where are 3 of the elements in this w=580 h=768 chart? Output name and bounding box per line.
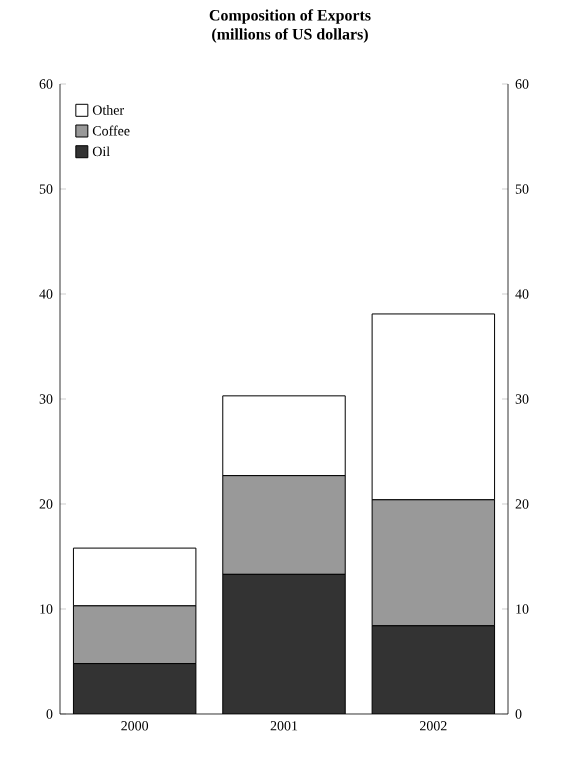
bar	[371, 625, 496, 714]
bar	[73, 663, 196, 714]
bar	[222, 574, 346, 714]
